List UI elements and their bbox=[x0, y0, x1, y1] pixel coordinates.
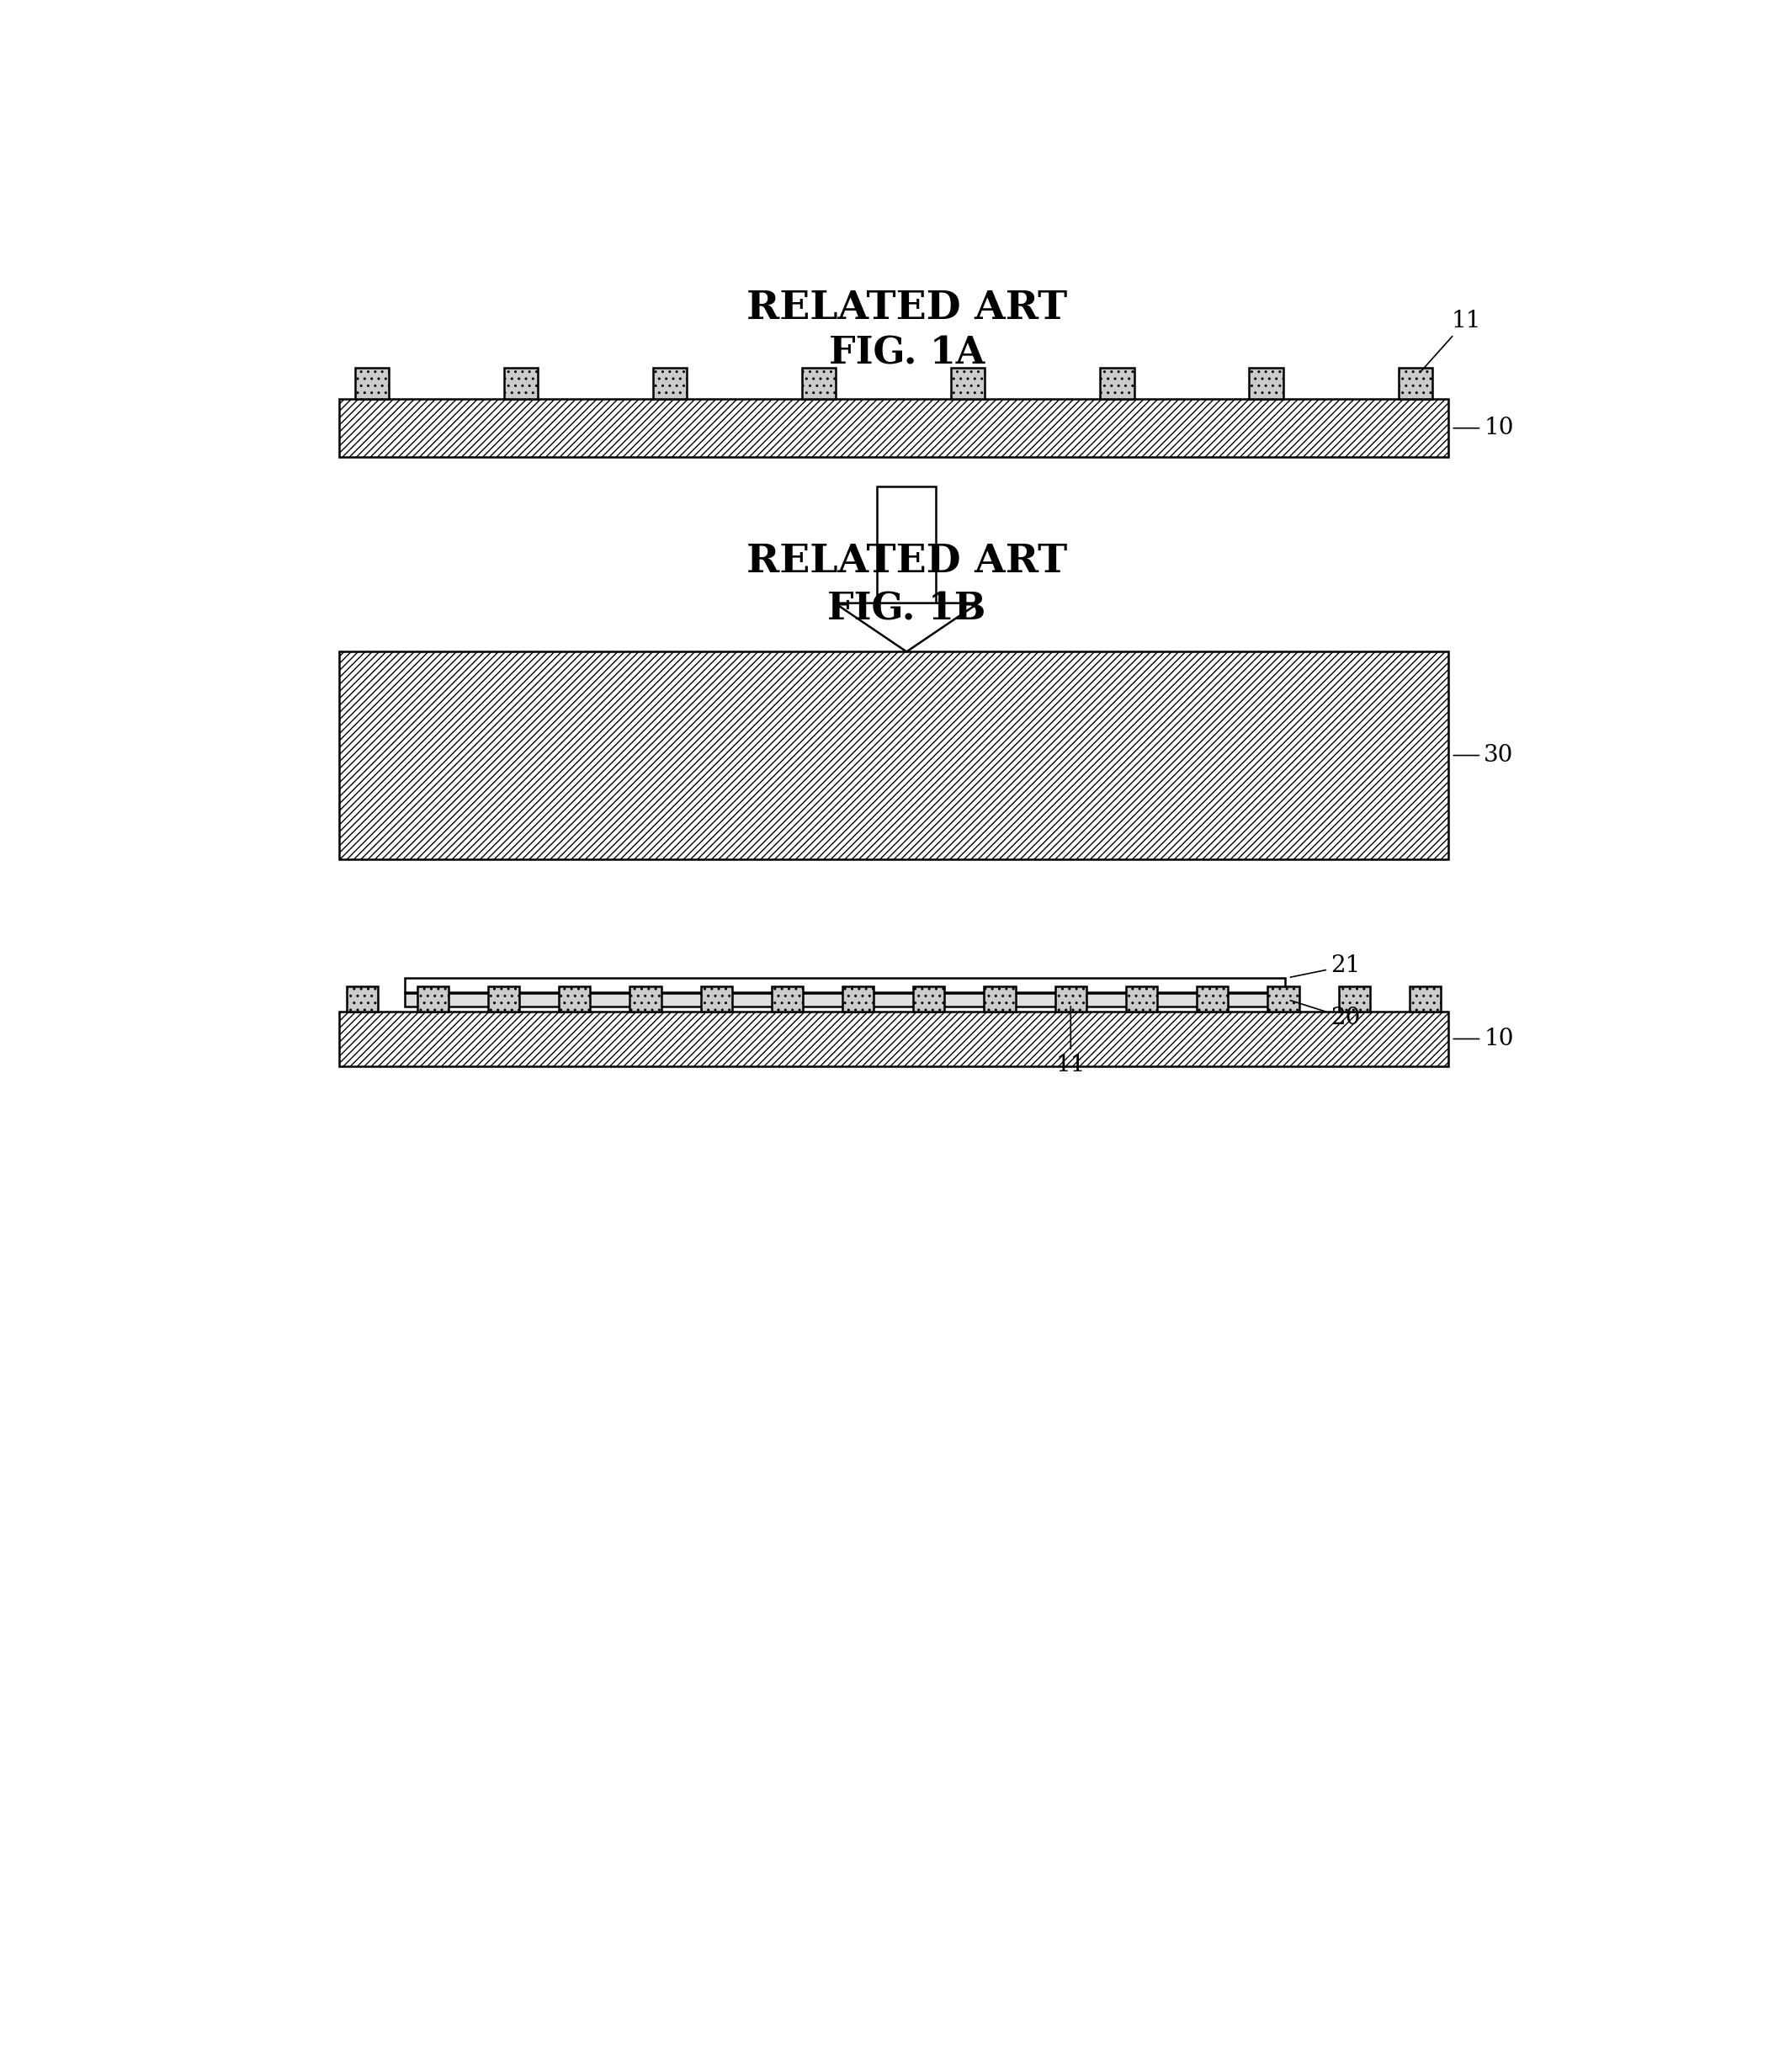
Bar bbox=[701, 986, 733, 1011]
Bar bbox=[1100, 369, 1134, 400]
Bar bbox=[1056, 986, 1086, 1011]
Bar bbox=[1409, 986, 1440, 1011]
Text: 10: 10 bbox=[1453, 1028, 1513, 1051]
Bar bbox=[802, 369, 836, 400]
Bar bbox=[404, 992, 1284, 1007]
Bar bbox=[1249, 369, 1283, 400]
Text: RELATED ART: RELATED ART bbox=[747, 541, 1066, 580]
Bar bbox=[339, 653, 1448, 860]
Bar bbox=[1126, 986, 1157, 1011]
Text: 11: 11 bbox=[1421, 309, 1481, 373]
Bar bbox=[504, 369, 538, 400]
Bar bbox=[417, 986, 449, 1011]
Text: RELATED ART: RELATED ART bbox=[747, 288, 1066, 327]
Bar bbox=[985, 986, 1015, 1011]
Bar bbox=[914, 986, 944, 1011]
Bar bbox=[488, 986, 520, 1011]
Bar bbox=[653, 369, 687, 400]
Bar bbox=[1197, 986, 1228, 1011]
Bar bbox=[1398, 369, 1432, 400]
Polygon shape bbox=[836, 603, 977, 653]
Text: 10: 10 bbox=[1453, 416, 1513, 439]
Bar bbox=[772, 986, 804, 1011]
Bar bbox=[951, 369, 985, 400]
Bar bbox=[339, 400, 1448, 458]
Text: FIG. 1B: FIG. 1B bbox=[827, 591, 986, 628]
Bar bbox=[876, 487, 937, 603]
Bar bbox=[355, 369, 389, 400]
Text: 21: 21 bbox=[1290, 955, 1361, 978]
Bar bbox=[559, 986, 591, 1011]
Text: 20: 20 bbox=[1290, 1001, 1361, 1030]
Bar bbox=[843, 986, 875, 1011]
Text: 11: 11 bbox=[1056, 1007, 1086, 1075]
Text: 30: 30 bbox=[1453, 744, 1513, 767]
Bar bbox=[339, 1011, 1448, 1067]
Bar bbox=[1339, 986, 1370, 1011]
Bar bbox=[404, 978, 1284, 992]
Bar bbox=[1268, 986, 1299, 1011]
Bar bbox=[630, 986, 662, 1011]
Text: FIG. 1A: FIG. 1A bbox=[828, 336, 985, 371]
Bar bbox=[346, 986, 378, 1011]
